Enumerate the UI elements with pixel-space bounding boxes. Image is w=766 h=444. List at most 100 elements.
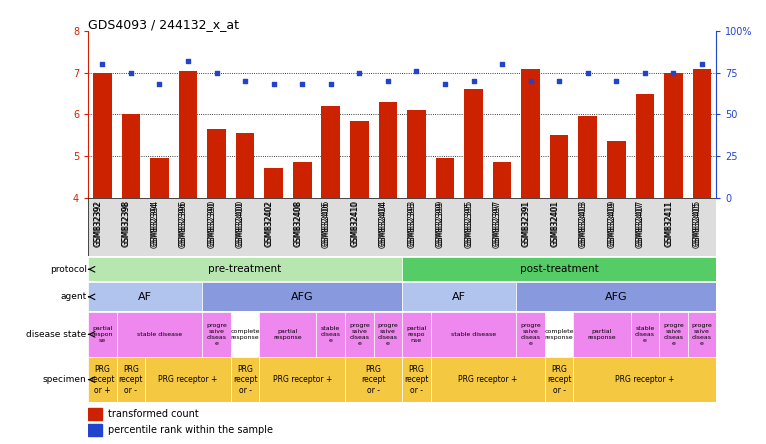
Text: PRG
recept
or -: PRG recept or - bbox=[362, 365, 386, 395]
Text: progre
ssive
diseas
e: progre ssive diseas e bbox=[206, 323, 227, 345]
Text: GSM832407: GSM832407 bbox=[636, 200, 645, 246]
Text: AFG: AFG bbox=[291, 292, 313, 302]
Bar bbox=[374, 312, 402, 357]
Text: progre
ssive
diseas
e: progre ssive diseas e bbox=[349, 323, 370, 345]
Point bbox=[325, 81, 337, 88]
Text: partial
respo
nse: partial respo nse bbox=[406, 326, 427, 343]
Text: PRG
recept
or -: PRG recept or - bbox=[404, 365, 429, 395]
Bar bbox=[316, 312, 345, 357]
Text: GSM832401: GSM832401 bbox=[550, 200, 559, 246]
Bar bbox=[231, 312, 260, 357]
Bar bbox=[88, 282, 202, 311]
Bar bbox=[578, 116, 597, 198]
Bar bbox=[345, 357, 402, 402]
Text: GSM832411: GSM832411 bbox=[664, 202, 673, 247]
Bar bbox=[116, 312, 202, 357]
Text: stable disease: stable disease bbox=[451, 332, 496, 337]
Text: GSM832403: GSM832403 bbox=[579, 200, 588, 246]
Text: PRG
recept
or -: PRG recept or - bbox=[547, 365, 571, 395]
Bar bbox=[692, 68, 711, 198]
Text: GSM832391: GSM832391 bbox=[522, 202, 531, 247]
Point bbox=[553, 78, 565, 85]
Point bbox=[353, 69, 365, 76]
Text: GSM832393: GSM832393 bbox=[408, 202, 417, 248]
Point bbox=[525, 78, 537, 85]
Bar bbox=[436, 158, 454, 198]
Text: progre
ssive
diseas
e: progre ssive diseas e bbox=[378, 323, 398, 345]
Point bbox=[439, 81, 451, 88]
Text: complete
response: complete response bbox=[231, 329, 260, 340]
Bar bbox=[322, 106, 340, 198]
Point bbox=[667, 69, 679, 76]
Point bbox=[97, 61, 109, 68]
Text: GSM832392: GSM832392 bbox=[93, 200, 103, 246]
Bar bbox=[402, 257, 716, 281]
Text: GSM832398: GSM832398 bbox=[122, 200, 131, 246]
Text: GSM832397: GSM832397 bbox=[493, 202, 502, 248]
Text: GSM832395: GSM832395 bbox=[464, 202, 473, 248]
Bar bbox=[264, 168, 283, 198]
Text: pre-treatment: pre-treatment bbox=[208, 264, 282, 274]
Bar bbox=[402, 357, 430, 402]
Bar bbox=[545, 357, 574, 402]
Text: GSM832401: GSM832401 bbox=[550, 202, 559, 247]
Text: PRG receptor +: PRG receptor + bbox=[273, 375, 332, 384]
Bar bbox=[402, 312, 430, 357]
Point bbox=[182, 58, 194, 65]
Text: post-treatment: post-treatment bbox=[520, 264, 598, 274]
Bar bbox=[430, 312, 516, 357]
Bar bbox=[178, 71, 198, 198]
Text: GSM832391: GSM832391 bbox=[522, 200, 531, 246]
Text: PRG receptor +: PRG receptor + bbox=[615, 375, 675, 384]
Bar bbox=[88, 312, 116, 357]
Bar bbox=[430, 357, 545, 402]
Text: GSM832394: GSM832394 bbox=[150, 202, 159, 248]
Text: GSM832410: GSM832410 bbox=[350, 200, 359, 246]
Bar bbox=[516, 282, 716, 311]
Bar bbox=[350, 121, 368, 198]
Text: GSM832396: GSM832396 bbox=[179, 200, 188, 246]
Text: PRG
recept
or -: PRG recept or - bbox=[233, 365, 257, 395]
Text: GSM832409: GSM832409 bbox=[607, 200, 617, 246]
Text: GSM832410: GSM832410 bbox=[350, 202, 359, 247]
Text: GSM832406: GSM832406 bbox=[322, 202, 331, 248]
Point bbox=[411, 67, 423, 75]
Point bbox=[211, 69, 223, 76]
Text: GSM832400: GSM832400 bbox=[236, 202, 245, 248]
Text: transformed count: transformed count bbox=[108, 409, 199, 419]
Text: stable
diseas
e: stable diseas e bbox=[321, 326, 341, 343]
Point bbox=[639, 69, 651, 76]
Text: PRG receptor +: PRG receptor + bbox=[159, 375, 218, 384]
Point bbox=[467, 78, 480, 85]
Bar bbox=[88, 357, 116, 402]
Text: GSM832400: GSM832400 bbox=[236, 200, 245, 246]
Text: GDS4093 / 244132_x_at: GDS4093 / 244132_x_at bbox=[88, 18, 239, 31]
Bar bbox=[664, 73, 683, 198]
Bar bbox=[93, 73, 112, 198]
Bar bbox=[545, 312, 574, 357]
Text: GSM832408: GSM832408 bbox=[293, 202, 303, 247]
Text: partial
response: partial response bbox=[588, 329, 617, 340]
Text: GSM832390: GSM832390 bbox=[208, 200, 217, 246]
Bar bbox=[122, 115, 140, 198]
Bar bbox=[378, 102, 397, 198]
Point bbox=[611, 78, 623, 85]
Bar bbox=[630, 312, 659, 357]
Text: complete
response: complete response bbox=[545, 329, 574, 340]
Bar bbox=[146, 357, 231, 402]
Bar bbox=[659, 312, 688, 357]
Bar bbox=[88, 424, 103, 436]
Bar bbox=[88, 408, 103, 420]
Text: GSM832411: GSM832411 bbox=[664, 200, 673, 246]
Text: GSM832396: GSM832396 bbox=[179, 202, 188, 248]
Bar bbox=[88, 257, 402, 281]
Text: GSM832399: GSM832399 bbox=[436, 200, 445, 246]
Bar bbox=[260, 312, 316, 357]
Text: GSM832399: GSM832399 bbox=[436, 202, 445, 248]
Text: GSM832404: GSM832404 bbox=[379, 200, 388, 246]
Bar bbox=[607, 141, 626, 198]
Text: AF: AF bbox=[452, 292, 466, 302]
Bar bbox=[116, 357, 146, 402]
Text: partial
response: partial response bbox=[273, 329, 303, 340]
Text: GSM832394: GSM832394 bbox=[150, 200, 159, 246]
